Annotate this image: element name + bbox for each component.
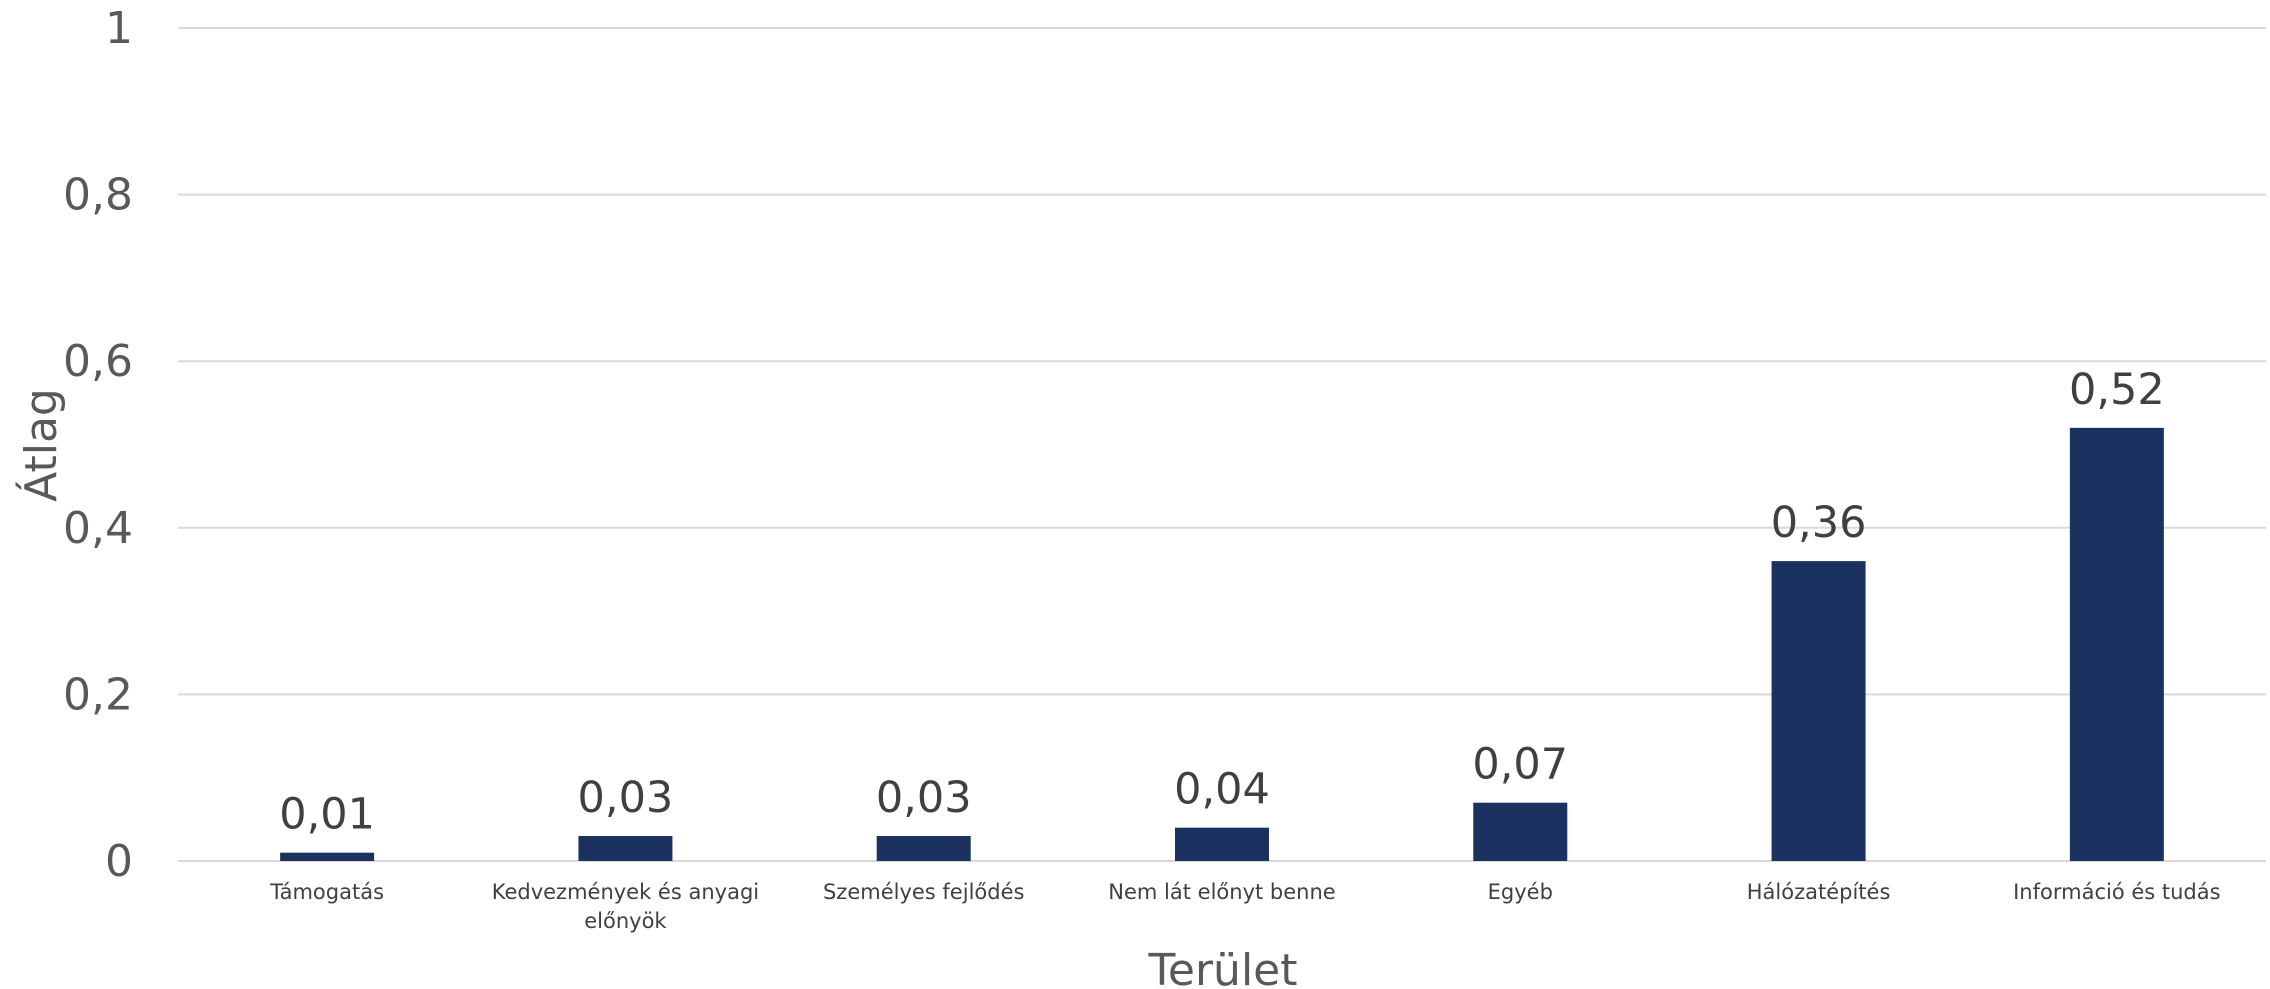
- y-axis-ticks: 0 0,2 0,4 0,6 0,8 1: [63, 3, 133, 887]
- bar: [280, 852, 375, 861]
- y-axis-title: Átlag: [14, 388, 67, 502]
- data-label: 0,36: [1771, 498, 1867, 548]
- y-tick-label: 1: [105, 3, 133, 54]
- x-category-label: Hálózatépítés: [1747, 880, 1891, 904]
- bar: [1771, 561, 1866, 861]
- x-category-label: Egyéb: [1488, 880, 1553, 904]
- bar: [1473, 802, 1568, 861]
- gridlines: [178, 27, 2266, 862]
- bars: [280, 427, 2164, 861]
- y-tick-label: 0,2: [63, 669, 133, 720]
- data-label: 0,04: [1174, 765, 1270, 815]
- data-label: 0,03: [578, 773, 674, 823]
- bar: [876, 836, 971, 861]
- bar: [1175, 827, 1269, 861]
- x-category-label: Támogatás: [269, 880, 384, 904]
- y-tick-label: 0,4: [63, 503, 133, 554]
- data-label: 0,07: [1472, 740, 1568, 790]
- x-category-label: Nem lát előnyt benne: [1108, 880, 1335, 904]
- data-label: 0,03: [876, 773, 972, 823]
- bar: [578, 836, 673, 861]
- data-labels: 0,01 0,03 0,03 0,04 0,07 0,36 0,52: [279, 365, 2164, 840]
- x-category-label: Személyes fejlődés: [823, 880, 1024, 904]
- x-axis-categories: Támogatás Kedvezmények és anyagi előnyök Sz…: [269, 880, 2220, 933]
- bar: [2069, 427, 2164, 861]
- x-axis-title: Terület: [1148, 945, 1298, 989]
- data-label: 0,01: [279, 790, 375, 840]
- y-tick-label: 0: [105, 836, 133, 887]
- y-tick-label: 0,6: [63, 336, 133, 387]
- data-label: 0,52: [2069, 365, 2165, 415]
- x-category-label: Kedvezmények és anyagi előnyök: [492, 880, 759, 933]
- x-category-label: Információ és tudás: [2013, 880, 2220, 904]
- y-tick-label: 0,8: [63, 170, 133, 221]
